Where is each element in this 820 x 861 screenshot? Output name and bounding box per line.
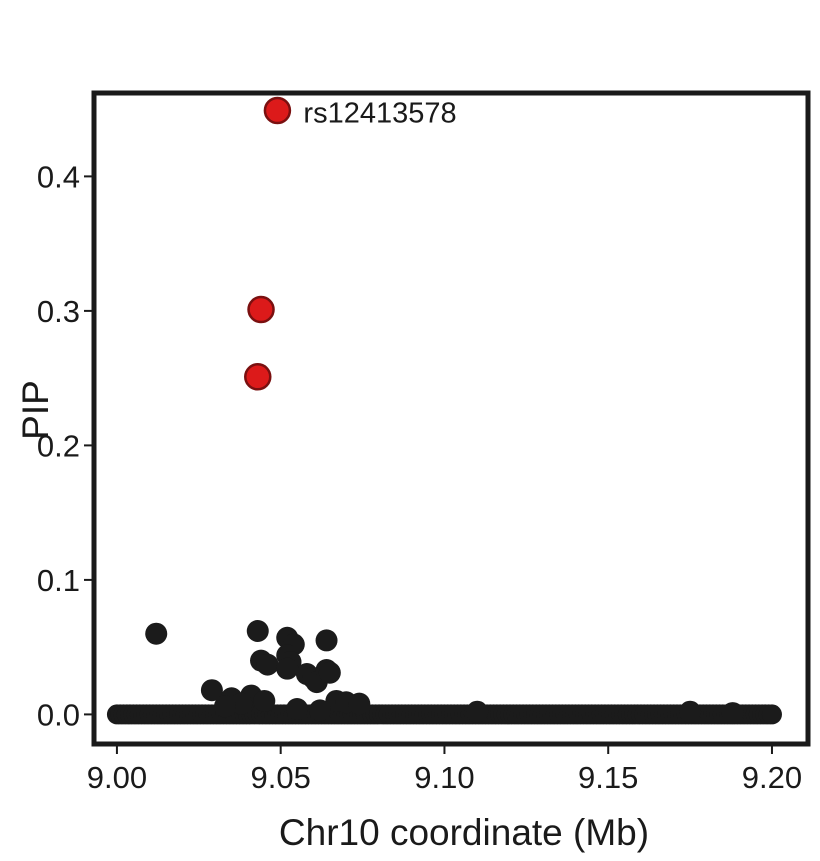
data-points [145, 96, 744, 725]
x-tick-label: 9.00 [87, 760, 147, 795]
snp-annotation-label: rs12413578 [303, 97, 456, 129]
point-annotations: rs12413578 [303, 97, 456, 129]
y-tick-label: 0.4 [37, 159, 80, 194]
baseline-point [761, 704, 782, 725]
y-tick-label: 0.2 [37, 428, 80, 463]
snp-point [256, 653, 279, 676]
snp-point [348, 692, 371, 715]
snp-point [286, 698, 309, 721]
y-tick-label: 0.1 [37, 563, 80, 598]
y-axis-title: PIP [15, 380, 56, 440]
x-tick-label: 9.20 [742, 760, 802, 795]
snp-point [246, 620, 269, 643]
snp-point [315, 629, 338, 652]
highlighted-snp-point [247, 295, 275, 324]
plot-frame [91, 90, 811, 747]
highlighted-snp-point [263, 96, 292, 125]
snp-point [721, 702, 744, 725]
snp-point [253, 689, 276, 712]
y-tick-label: 0.3 [37, 294, 80, 329]
snp-point [276, 657, 299, 680]
snp-point [318, 661, 341, 684]
y-axis-ticks: 0.0 0.1 0.2 0.3 0.4 [37, 159, 94, 732]
snp-point [145, 622, 168, 645]
x-axis-title: Chr10 coordinate (Mb) [279, 812, 649, 853]
snp-point [308, 699, 331, 722]
snp-point [200, 679, 223, 702]
snp-point [466, 700, 489, 723]
snp-point [679, 700, 702, 723]
snp-point [214, 695, 237, 718]
x-tick-label: 9.10 [414, 760, 474, 795]
snp-point [230, 692, 253, 715]
highlighted-snp-point [244, 363, 272, 391]
y-tick-label: 0.0 [37, 697, 80, 732]
x-tick-label: 9.15 [578, 760, 638, 795]
x-tick-label: 9.05 [251, 760, 311, 795]
x-axis-ticks: 9.00 9.05 9.10 9.15 9.20 [87, 744, 802, 795]
